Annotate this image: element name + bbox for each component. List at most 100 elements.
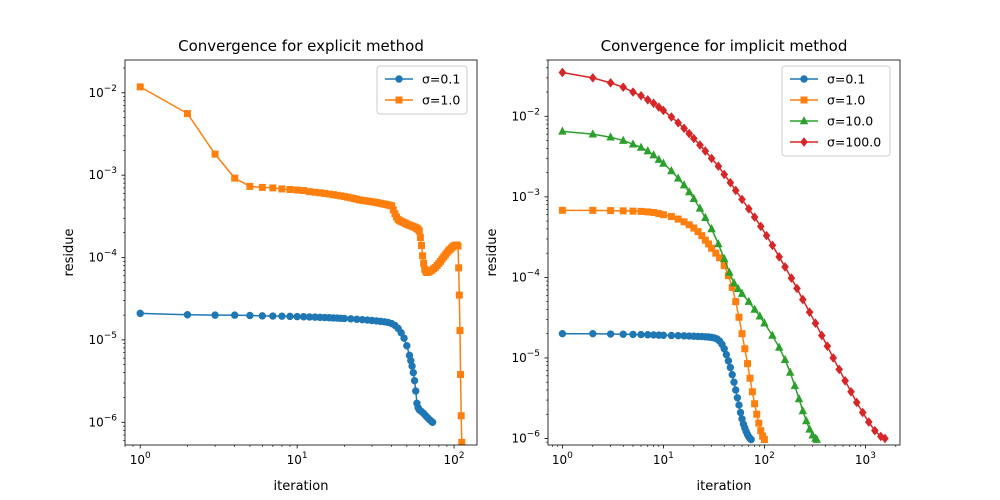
data-point (696, 140, 704, 150)
data-point (649, 150, 658, 159)
data-point (798, 406, 808, 415)
data-point (637, 207, 645, 215)
explicit-method-chart: 100 101 102 10−6 10−5 10−4 10−3 10−2 Convergence… (62, 37, 478, 494)
legend-marker (799, 116, 809, 125)
chart-title: Convergence for explicit method (178, 37, 424, 55)
data-point (258, 312, 267, 320)
data-point (741, 345, 749, 353)
y-tick-label: 10−5 (511, 349, 540, 365)
data-point (667, 165, 676, 175)
data-point (780, 354, 790, 364)
data-point (606, 132, 615, 141)
data-point (755, 419, 763, 427)
data-point (458, 438, 466, 445)
y-tick-label: 10−3 (511, 188, 540, 204)
data-point (231, 174, 239, 182)
data-point (667, 213, 675, 221)
data-point (674, 215, 682, 223)
legend-marker (395, 75, 403, 83)
data-point (340, 314, 349, 323)
data-point (805, 424, 814, 433)
legend-label: σ=100.0 (827, 135, 881, 150)
data-point (293, 312, 301, 321)
series-0-1 (136, 309, 437, 426)
data-point (636, 142, 646, 151)
data-point (659, 158, 668, 167)
legend-label: σ=0.1 (827, 72, 865, 87)
y-tick-label: 10−2 (88, 84, 117, 100)
data-point (619, 207, 627, 215)
data-point (737, 288, 747, 297)
data-point (408, 362, 416, 370)
data-point (744, 296, 753, 305)
data-point (689, 193, 699, 202)
data-point (258, 183, 266, 191)
data-point (722, 350, 731, 359)
data-point (588, 129, 598, 138)
y-tick-label: 10−4 (511, 268, 540, 284)
data-point (781, 262, 789, 272)
data-point (606, 78, 615, 88)
x-tick-label: 102 (754, 451, 775, 467)
data-point (794, 394, 804, 403)
x-tick-label: 102 (444, 451, 465, 467)
x-tick-label: 101 (653, 451, 674, 467)
data-point (744, 204, 753, 214)
data-point (654, 154, 664, 163)
legend: σ=0.1 σ=1.0 (376, 65, 468, 115)
data-point (455, 291, 463, 299)
data-point (725, 267, 734, 276)
series-100-0 (558, 67, 889, 444)
data-point (750, 304, 759, 313)
legend-marker (395, 96, 403, 104)
data-point (733, 394, 742, 402)
data-point (756, 221, 765, 232)
data-point (731, 185, 740, 196)
data-point (685, 128, 694, 139)
data-point (659, 211, 667, 219)
data-point (679, 180, 689, 189)
data-point (637, 90, 645, 101)
series-10-0 (558, 126, 822, 443)
data-point (841, 376, 849, 386)
data-point (732, 298, 740, 306)
data-point (455, 264, 463, 272)
data-point (246, 182, 254, 190)
data-point (136, 309, 144, 318)
y-tick-label: 10−4 (88, 249, 117, 265)
y-tick-label: 10−3 (88, 166, 117, 182)
data-point (410, 376, 419, 385)
data-point (871, 425, 879, 436)
data-point (743, 360, 751, 368)
chart-title: Convergence for implicit method (601, 37, 848, 55)
data-point (760, 436, 768, 444)
data-point (654, 102, 663, 112)
data-point (400, 334, 408, 342)
data-point (802, 416, 811, 425)
data-point (673, 173, 683, 182)
data-point (607, 207, 615, 215)
data-point (881, 433, 889, 444)
data-point (847, 386, 855, 397)
data-point (457, 412, 465, 420)
data-point (720, 169, 729, 180)
data-point (829, 353, 838, 363)
data-point (732, 386, 740, 394)
data-point (558, 206, 566, 214)
data-point (643, 95, 652, 105)
data-point (689, 133, 698, 144)
data-point (852, 397, 861, 408)
data-point (738, 194, 746, 205)
data-point (558, 126, 567, 135)
data-point (629, 330, 637, 339)
data-point (768, 240, 777, 251)
data-point (701, 146, 710, 156)
data-point (724, 357, 733, 365)
data-point (738, 330, 746, 338)
series-line (562, 209, 766, 440)
legend-label: σ=1.0 (422, 93, 460, 108)
x-axis-label: iteration (274, 479, 329, 494)
data-point (637, 330, 645, 339)
data-point (729, 278, 739, 287)
data-point (798, 294, 807, 305)
